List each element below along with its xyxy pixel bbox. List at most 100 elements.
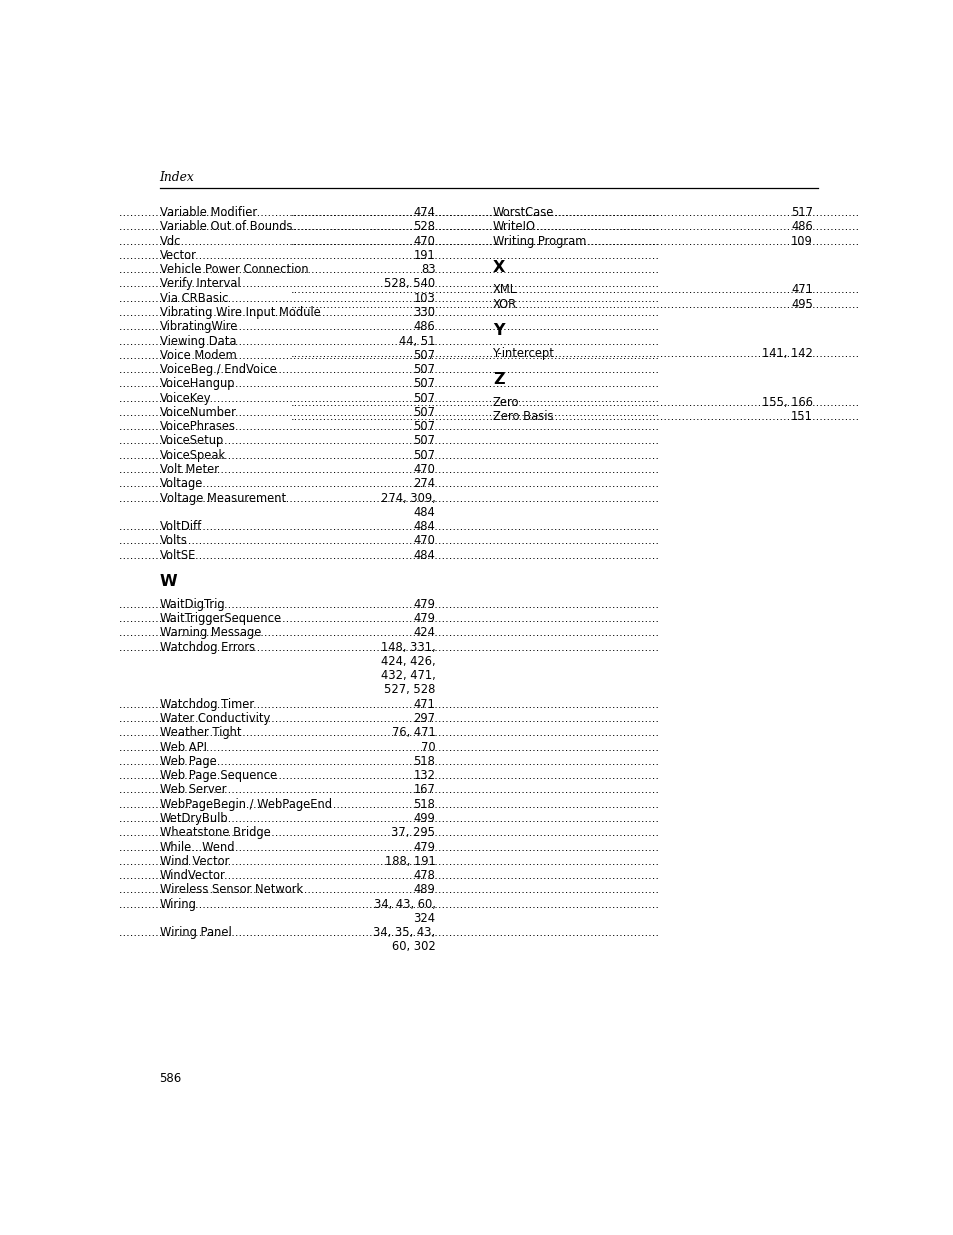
Text: WebPageBegin / WebPageEnd: WebPageBegin / WebPageEnd	[159, 798, 332, 810]
Text: Weather Tight: Weather Tight	[159, 726, 241, 740]
Text: 103: 103	[414, 291, 435, 305]
Text: 297: 297	[413, 711, 435, 725]
Text: 141, 142: 141, 142	[761, 347, 812, 359]
Text: 507: 507	[413, 363, 435, 377]
Text: Wind Vector: Wind Vector	[159, 855, 229, 868]
Text: Vehicle Power Connection: Vehicle Power Connection	[159, 263, 308, 277]
Text: 471: 471	[790, 284, 812, 296]
Text: ................................................................................: ........................................…	[0, 626, 659, 640]
Text: ................................................................................: ........................................…	[0, 478, 659, 490]
Text: 518: 518	[414, 798, 435, 810]
Text: ................................................................................: ........................................…	[0, 826, 659, 840]
Text: 495: 495	[790, 298, 812, 311]
Text: 479: 479	[414, 841, 435, 853]
Text: 470: 470	[414, 535, 435, 547]
Text: Zero: Zero	[493, 395, 518, 409]
Text: 34, 35, 43,: 34, 35, 43,	[373, 926, 435, 939]
Text: Variable Out of Bounds: Variable Out of Bounds	[159, 220, 292, 233]
Text: 507: 507	[413, 391, 435, 405]
Text: 528: 528	[413, 220, 435, 233]
Text: 470: 470	[414, 463, 435, 475]
Text: Web API: Web API	[159, 741, 207, 753]
Text: Viewing Data: Viewing Data	[159, 335, 235, 347]
Text: Web Page Sequence: Web Page Sequence	[159, 769, 276, 782]
Text: 148, 331,: 148, 331,	[380, 641, 435, 653]
Text: ................................................................................: ........................................…	[0, 435, 659, 447]
Text: ................................................................................: ........................................…	[0, 641, 659, 653]
Text: ................................................................................: ........................................…	[0, 883, 659, 897]
Text: W: W	[159, 574, 177, 589]
Text: ................................................................................: ........................................…	[0, 755, 659, 768]
Text: VoltSE: VoltSE	[159, 548, 195, 562]
Text: 76, 471: 76, 471	[392, 726, 435, 740]
Text: VibratingWire: VibratingWire	[159, 320, 237, 333]
Text: 484: 484	[414, 548, 435, 562]
Text: 188, 191: 188, 191	[384, 855, 435, 868]
Text: ................................................................................: ........................................…	[0, 378, 659, 390]
Text: ................................................................................: ........................................…	[0, 869, 659, 882]
Text: While...Wend: While...Wend	[159, 841, 234, 853]
Text: 507: 507	[413, 406, 435, 419]
Text: ................................................................................: ........................................…	[0, 420, 659, 433]
Text: 479: 479	[414, 613, 435, 625]
Text: ................................................................................: ........................................…	[0, 898, 659, 910]
Text: WetDryBulb: WetDryBulb	[159, 811, 228, 825]
Text: 324: 324	[413, 911, 435, 925]
Text: ................................................................................: ........................................…	[0, 598, 659, 610]
Text: Writing Program: Writing Program	[493, 235, 585, 247]
Text: Voice Modem: Voice Modem	[159, 348, 236, 362]
Text: VoiceKey: VoiceKey	[159, 391, 211, 405]
Text: 109: 109	[790, 235, 812, 247]
Text: WorstCase: WorstCase	[493, 206, 554, 219]
Text: Vdc: Vdc	[159, 235, 181, 247]
Text: Z: Z	[493, 372, 504, 387]
Text: 486: 486	[790, 220, 812, 233]
Text: Warning Message: Warning Message	[159, 626, 261, 640]
Text: VoltDiff: VoltDiff	[159, 520, 202, 534]
Text: ................................................................................: ........................................…	[0, 855, 659, 868]
Text: VoiceHangup: VoiceHangup	[159, 378, 234, 390]
Text: 60, 302: 60, 302	[392, 941, 435, 953]
Text: ................................................................................: ........................................…	[0, 926, 659, 939]
Text: 70: 70	[420, 741, 435, 753]
Text: VoiceBeg / EndVoice: VoiceBeg / EndVoice	[159, 363, 276, 377]
Text: Wheatstone Bridge: Wheatstone Bridge	[159, 826, 270, 840]
Text: ................................................................................: ........................................…	[0, 726, 659, 740]
Text: 489: 489	[414, 883, 435, 897]
Text: Web Page: Web Page	[159, 755, 216, 768]
Text: Verify Interval: Verify Interval	[159, 278, 240, 290]
Text: ................................................................................: ........................................…	[290, 235, 953, 247]
Text: ................................................................................: ........................................…	[0, 348, 659, 362]
Text: 37, 295: 37, 295	[391, 826, 435, 840]
Text: Voltage Measurement: Voltage Measurement	[159, 492, 285, 505]
Text: 484: 484	[414, 506, 435, 519]
Text: 474: 474	[414, 206, 435, 219]
Text: 486: 486	[414, 320, 435, 333]
Text: XOR: XOR	[493, 298, 517, 311]
Text: ................................................................................: ........................................…	[0, 278, 659, 290]
Text: ................................................................................: ........................................…	[290, 206, 953, 219]
Text: ................................................................................: ........................................…	[290, 395, 953, 409]
Text: Voltage: Voltage	[159, 478, 203, 490]
Text: 499: 499	[414, 811, 435, 825]
Text: VoiceSetup: VoiceSetup	[159, 435, 224, 447]
Text: 528, 540: 528, 540	[384, 278, 435, 290]
Text: 330: 330	[413, 306, 435, 319]
Text: 34, 43, 60,: 34, 43, 60,	[374, 898, 435, 910]
Text: ................................................................................: ........................................…	[290, 284, 953, 296]
Text: ................................................................................: ........................................…	[290, 410, 953, 422]
Text: Y-intercept: Y-intercept	[493, 347, 554, 359]
Text: ................................................................................: ........................................…	[0, 548, 659, 562]
Text: ................................................................................: ........................................…	[0, 783, 659, 797]
Text: 479: 479	[414, 598, 435, 610]
Text: 471: 471	[414, 698, 435, 710]
Text: 424, 426,: 424, 426,	[380, 655, 435, 668]
Text: ................................................................................: ........................................…	[0, 520, 659, 534]
Text: ................................................................................: ........................................…	[0, 613, 659, 625]
Text: ................................................................................: ........................................…	[0, 798, 659, 810]
Text: 517: 517	[790, 206, 812, 219]
Text: 507: 507	[413, 420, 435, 433]
Text: ................................................................................: ........................................…	[0, 811, 659, 825]
Text: ................................................................................: ........................................…	[0, 291, 659, 305]
Text: ................................................................................: ........................................…	[0, 206, 659, 219]
